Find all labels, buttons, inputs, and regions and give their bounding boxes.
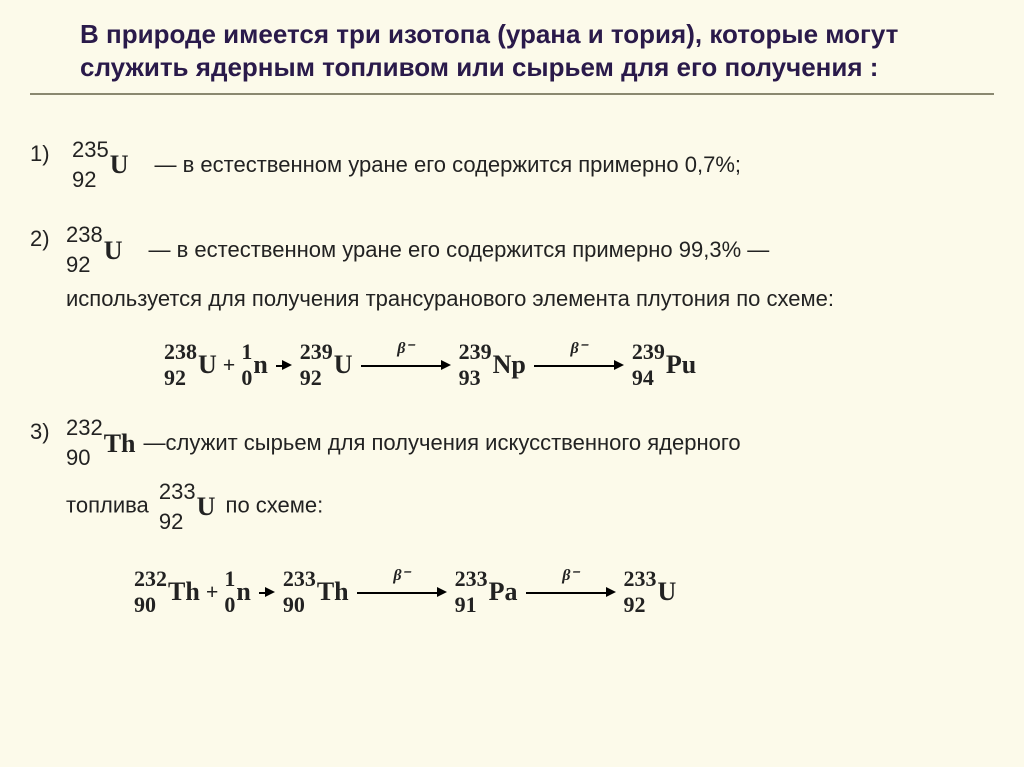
item-number: 1) — [30, 135, 66, 169]
nuclide: 23993Np — [459, 339, 526, 391]
plus-sign: + — [206, 579, 219, 605]
nuclide: 23392U — [624, 566, 677, 618]
arrow-icon — [259, 579, 275, 605]
nuclide: 238 92 U — [66, 220, 123, 279]
item-body: 235 92 U — в естественном уране его соде… — [66, 135, 994, 194]
slide-title: В природе имеется три изотопа (урана и т… — [30, 18, 994, 95]
item-number: 2) — [30, 220, 66, 254]
slide: В природе имеется три изотопа (урана и т… — [0, 0, 1024, 660]
nuclide: 10n — [241, 339, 267, 391]
arrow-icon: β⁻ — [534, 352, 624, 378]
arrow-icon: β⁻ — [361, 352, 451, 378]
item-continuation: топлива 233 92 U по схеме: — [66, 477, 994, 536]
nuclide: 23290Th — [134, 566, 200, 618]
list-item: 2) 238 92 U — в естественном уране его с… — [30, 220, 994, 313]
item-number: 3) — [30, 413, 66, 447]
nuclide: 23892U — [164, 339, 217, 391]
list-item: 3) 232 90 Th —служит сырьем для получени… — [30, 413, 994, 536]
item-body: 232 90 Th —служит сырьем для получения и… — [66, 413, 994, 536]
plus-sign: + — [223, 352, 236, 378]
item-text: —служит сырьем для получения искусственн… — [144, 428, 741, 458]
nuclide: 23994Pu — [632, 339, 696, 391]
item-body: 238 92 U — в естественном уране его соде… — [66, 220, 994, 313]
nuclide: 235 92 U — [72, 135, 129, 194]
nuclide: 10n — [224, 566, 250, 618]
item-text: — в естественном уране его содержится пр… — [155, 150, 742, 180]
nuclide: 233 92 U — [159, 477, 216, 536]
arrow-icon: β⁻ — [357, 579, 447, 605]
arrow-icon — [276, 352, 292, 378]
arrow-icon: β⁻ — [526, 579, 616, 605]
nuclide: 232 90 Th — [66, 413, 136, 472]
nuclide: 23390Th — [283, 566, 349, 618]
reaction-scheme: 23892U+10n 23992U β⁻ 23993Np β⁻ 23994Pu — [160, 339, 994, 391]
item-continuation: используется для получения трансурановог… — [66, 284, 994, 314]
reaction-scheme: 23290Th+10n 23390Th β⁻ 23391Pa β⁻ 23392U — [130, 566, 994, 618]
nuclide: 23391Pa — [455, 566, 518, 618]
nuclide: 23992U — [300, 339, 353, 391]
item-text: — в естественном уране его содержится пр… — [149, 235, 770, 265]
list-item: 1) 235 92 U — в естественном уране его с… — [30, 135, 994, 194]
